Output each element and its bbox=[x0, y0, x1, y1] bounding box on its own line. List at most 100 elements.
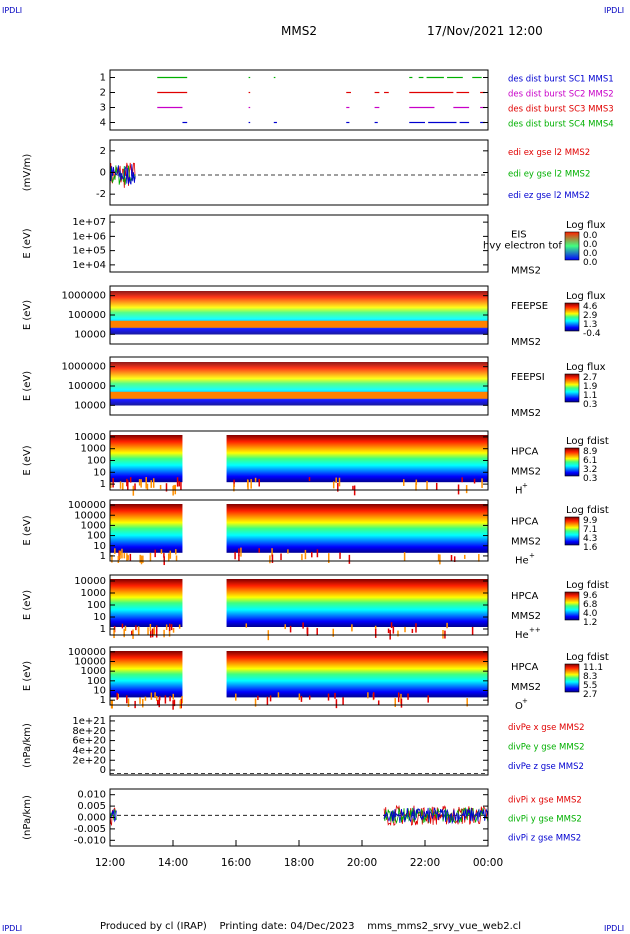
spectrogram-speckle bbox=[142, 698, 144, 708]
y-tick-label: 10000 bbox=[74, 400, 106, 411]
spectrogram-block bbox=[226, 435, 489, 483]
colorbar-tick-label: 11.1 bbox=[583, 663, 603, 673]
spectrogram-speckle bbox=[351, 624, 353, 632]
x-tick-label: 12:00 bbox=[95, 857, 125, 869]
spectrogram-speckle bbox=[163, 553, 165, 558]
spectrogram-speckle bbox=[254, 477, 257, 482]
colorbar bbox=[564, 663, 580, 693]
spectrogram-speckle bbox=[332, 481, 335, 489]
spectrogram-speckle bbox=[175, 555, 178, 561]
spectrogram-block bbox=[110, 651, 183, 698]
spectrogram-speckle bbox=[131, 630, 133, 635]
spectrogram-speckle bbox=[181, 696, 183, 704]
spectrogram-speckle bbox=[139, 554, 141, 563]
figure-title: MMS2 bbox=[281, 24, 317, 38]
y-tick-label: 10000 bbox=[74, 329, 106, 340]
y-axis-label: E (eV) bbox=[22, 515, 33, 545]
panel-frame-divpe bbox=[109, 715, 489, 776]
burst-segments bbox=[157, 76, 485, 124]
spectrogram-speckle bbox=[332, 628, 335, 637]
y-tick-label: -0.010 bbox=[74, 835, 106, 846]
figure-datetime: 17/Nov/2021 12:00 bbox=[427, 24, 543, 38]
spectrogram-speckle bbox=[110, 482, 112, 488]
y-tick-label: 0 bbox=[100, 765, 106, 776]
spectrogram-speckle bbox=[167, 553, 170, 562]
series-line-edi-2 bbox=[109, 164, 136, 185]
y-tick-label: 0.010 bbox=[77, 790, 106, 801]
line-series-divpi bbox=[109, 804, 489, 827]
species-label: O bbox=[515, 701, 523, 712]
y-tick-label: 1 bbox=[100, 73, 106, 84]
colorbar-tick-label: 2.7 bbox=[583, 373, 597, 383]
spectrogram-speckle bbox=[149, 630, 152, 638]
spectrogram-speckle bbox=[129, 477, 132, 483]
spectrogram-speckle bbox=[397, 630, 399, 637]
spectrogram-low-energy-band bbox=[110, 391, 488, 399]
spectrogram-speckle bbox=[173, 699, 176, 707]
spectrogram-speckle bbox=[392, 626, 395, 634]
y-tick-label: 0.000 bbox=[77, 813, 106, 824]
spacecraft-label: MMS2 bbox=[511, 611, 541, 622]
y-tick-label: 1000 bbox=[81, 666, 106, 677]
y-tick-label: 1e+21 bbox=[72, 716, 106, 727]
colorbar-tick-label: 2.7 bbox=[583, 690, 597, 700]
spectrogram-speckle bbox=[245, 623, 248, 628]
spectrogram-speckle bbox=[146, 483, 149, 490]
spectrogram-speckle bbox=[173, 485, 175, 491]
y-tick-label: 2e+20 bbox=[72, 755, 106, 766]
spectrogram-speckle bbox=[316, 549, 319, 558]
spectrogram-speckle bbox=[374, 625, 377, 630]
y-tick-label: 100 bbox=[87, 456, 106, 467]
y-tick-label: 4 bbox=[100, 118, 106, 129]
corner-label-top-right: IPDLI bbox=[604, 6, 624, 15]
colorbar-tick-label: 0.3 bbox=[583, 400, 597, 410]
spectrogram-speckle bbox=[372, 692, 375, 700]
spectrogram-speckle bbox=[164, 695, 167, 704]
colorbar-tick-label: 3.2 bbox=[583, 465, 597, 475]
colorbar-tick-label: 6.8 bbox=[583, 600, 598, 610]
y-tick-label: 3 bbox=[100, 103, 106, 114]
y-tick-label: 1e+06 bbox=[72, 231, 106, 242]
y-axis-label: E (eV) bbox=[22, 300, 33, 330]
spectrogram-speckle bbox=[117, 555, 120, 563]
y-axis-label: (nPa/km) bbox=[22, 795, 33, 840]
spectrogram-speckle bbox=[426, 480, 428, 491]
legend-entry: divPi z gse MMS2 bbox=[508, 834, 581, 844]
spectrogram-speckle bbox=[298, 693, 301, 700]
colorbar bbox=[564, 516, 580, 546]
spectrogram-speckle bbox=[178, 481, 181, 487]
y-tick-label: 100 bbox=[87, 531, 106, 542]
instrument-label: EIS bbox=[511, 230, 527, 241]
spectrogram-speckle bbox=[394, 698, 397, 708]
spectrogram-speckle bbox=[119, 550, 121, 559]
instrument-label: HPCA bbox=[511, 517, 539, 528]
y-axis-label: E (eV) bbox=[22, 661, 33, 691]
x-tick-label: 14:00 bbox=[158, 857, 188, 869]
spectrogram-speckle bbox=[257, 695, 259, 701]
spacecraft-label: MMS2 bbox=[511, 337, 541, 348]
spectrogram-speckle bbox=[450, 555, 453, 561]
spectrogram-speckle bbox=[302, 622, 304, 629]
spectrogram-speckle bbox=[277, 692, 280, 698]
spectrogram-speckle bbox=[168, 623, 171, 632]
colorbar bbox=[564, 591, 580, 621]
spectrogram-speckle bbox=[461, 477, 463, 483]
spectrogram-speckle bbox=[135, 625, 137, 631]
spectrogram-block bbox=[110, 579, 183, 627]
spectrogram-speckle bbox=[352, 485, 354, 491]
spectrogram-speckle bbox=[415, 623, 417, 633]
spectrogram-speckle bbox=[247, 480, 249, 490]
spectrogram-speckle bbox=[478, 554, 480, 562]
y-tick-label: 1 bbox=[100, 479, 106, 490]
spectrogram-speckle bbox=[172, 627, 175, 633]
spectrogram-hpca_h bbox=[110, 435, 489, 496]
panel-edi: 2 0 -2 (mV/m) edi ex gse l2 MMS2 edi ey gse l… bbox=[22, 139, 590, 206]
colorbar-tick-label: 0.0 bbox=[583, 258, 598, 268]
y-tick-label: 8e+20 bbox=[72, 726, 106, 737]
spectrogram-speckle bbox=[390, 622, 393, 628]
spacecraft-label: MMS2 bbox=[511, 408, 541, 419]
spectrogram-speckle bbox=[258, 478, 260, 487]
time-axis: 12:00 14:00 16:00 18:00 20:00 22:00 00:00 bbox=[95, 840, 503, 869]
